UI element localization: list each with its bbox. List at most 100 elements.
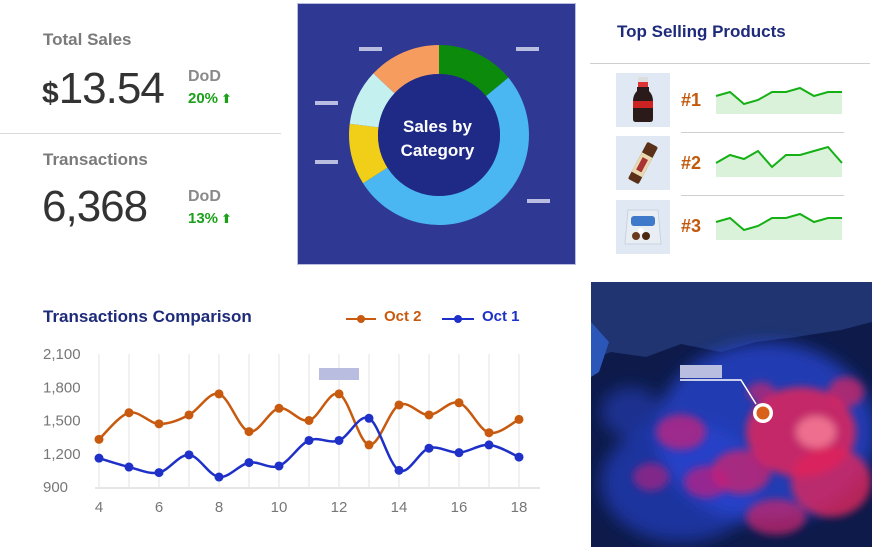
transactions-change: 13% ⬆: [188, 210, 232, 227]
placeholder-dash: [527, 199, 550, 203]
arrow-up-icon: ⬆: [221, 211, 232, 226]
x-tick-label: 16: [451, 499, 468, 516]
currency-symbol: $: [42, 77, 59, 110]
data-point[interactable]: [334, 389, 344, 399]
data-point[interactable]: [484, 440, 494, 450]
rank-1-label: #1: [681, 90, 702, 110]
data-point[interactable]: [304, 435, 314, 445]
sparkline-line: [715, 145, 843, 169]
placeholder-dash: [315, 160, 338, 164]
transactions-comparison-chart: 900 1,200 1,500 1,800 2,100 4 6 8 10 12 14 16 18: [43, 346, 540, 516]
data-point[interactable]: [244, 458, 254, 468]
data-point[interactable]: [364, 440, 374, 450]
map-region-west: [591, 322, 609, 377]
kpi-divider: [0, 133, 281, 134]
data-point[interactable]: [334, 435, 344, 445]
cola-bottle-icon: [616, 73, 670, 127]
data-point[interactable]: [424, 443, 434, 453]
transactions-heatmap[interactable]: [591, 282, 872, 547]
x-tick-label: 12: [331, 499, 348, 516]
sparkline-line: [715, 212, 842, 232]
top-selling-divider: [590, 63, 870, 64]
donut-chart: [315, 45, 550, 226]
product-divider: [681, 132, 844, 133]
legend-label-oct1: Oct 1: [482, 308, 520, 325]
heatmap-map: [591, 282, 872, 547]
rank-3-label: #3: [681, 216, 702, 236]
sales-by-category-panel: Sales by Category: [297, 3, 576, 265]
total-sales-change-value: 20%: [188, 90, 219, 107]
heat-glow-red: [633, 377, 871, 535]
data-point[interactable]: [94, 453, 104, 463]
total-sales-change: 20% ⬆: [188, 90, 232, 107]
placeholder-dash: [516, 47, 539, 51]
data-point[interactable]: [364, 413, 374, 423]
donut-center: [378, 74, 500, 196]
donut-slice-3: [349, 123, 388, 184]
data-point[interactable]: [274, 461, 284, 471]
transactions-dod-label: DoD: [188, 188, 221, 205]
y-tick-label: 1,800: [43, 379, 81, 396]
data-point[interactable]: [514, 452, 524, 462]
map-location-marker-core: [756, 406, 770, 420]
placeholder-dashes: [315, 47, 550, 203]
x-tick-label: 6: [155, 499, 163, 516]
map-label-placeholder: [680, 365, 722, 378]
transactions-value: 6,368: [42, 182, 148, 231]
transactions-change-value: 13%: [188, 210, 219, 227]
data-point[interactable]: [454, 448, 464, 458]
data-point[interactable]: [394, 400, 404, 410]
sparkline-line: [715, 86, 842, 106]
donut-center-line1: Sales by: [403, 117, 472, 136]
data-point[interactable]: [514, 414, 524, 424]
top-selling-title: Top Selling Products: [617, 22, 786, 41]
data-point[interactable]: [274, 403, 284, 413]
x-tick-label: 10: [271, 499, 288, 516]
x-tick-label: 14: [391, 499, 408, 516]
data-point[interactable]: [244, 427, 254, 437]
x-tick-label: 4: [95, 499, 103, 516]
data-point[interactable]: [124, 462, 134, 472]
x-tick-label: 8: [215, 499, 223, 516]
product-3-sparkline: [715, 212, 842, 240]
legend-dot-oct1: [454, 315, 462, 323]
data-point[interactable]: [124, 408, 134, 418]
x-tick-label: 18: [511, 499, 528, 516]
legend-dot-oct2: [357, 315, 365, 323]
data-point[interactable]: [184, 410, 194, 420]
donut-slice-2: [363, 77, 529, 226]
donut-slice-5: [373, 45, 439, 94]
data-point[interactable]: [214, 472, 224, 482]
donut-slice-1: [439, 45, 509, 97]
transactions-title: Transactions: [43, 150, 148, 169]
data-point[interactable]: [184, 450, 194, 460]
data-point[interactable]: [304, 416, 314, 425]
arrow-up-icon: ⬆: [221, 91, 232, 106]
data-point[interactable]: [154, 468, 164, 478]
rank-2-label: #2: [681, 153, 702, 173]
product-1-sparkline: [715, 86, 842, 114]
data-point[interactable]: [94, 434, 104, 444]
map-callout-line: [680, 379, 757, 405]
product-divider: [681, 195, 844, 196]
data-point[interactable]: [154, 419, 164, 429]
donut-slice-4: [349, 73, 395, 128]
data-point[interactable]: [454, 398, 464, 408]
data-point[interactable]: [484, 428, 494, 438]
tooltip-placeholder: [319, 368, 359, 380]
y-tick-label: 900: [43, 479, 68, 496]
total-sales-title: Total Sales: [43, 30, 132, 49]
chart-title: Transactions Comparison: [43, 307, 252, 326]
y-tick-label: 1,200: [43, 446, 81, 463]
data-point[interactable]: [214, 389, 224, 399]
total-sales-amount: 13.54: [58, 64, 165, 113]
donut-center-line2: Category: [400, 141, 475, 160]
data-point[interactable]: [394, 465, 404, 475]
y-tick-label: 2,100: [43, 346, 81, 363]
y-tick-label: 1,500: [43, 413, 81, 430]
placeholder-dash: [315, 101, 338, 105]
candy-bag-icon: [616, 200, 670, 254]
total-sales-value: $13.54: [42, 64, 165, 114]
data-point[interactable]: [424, 410, 434, 420]
chocolate-bar-icon: [616, 136, 670, 190]
